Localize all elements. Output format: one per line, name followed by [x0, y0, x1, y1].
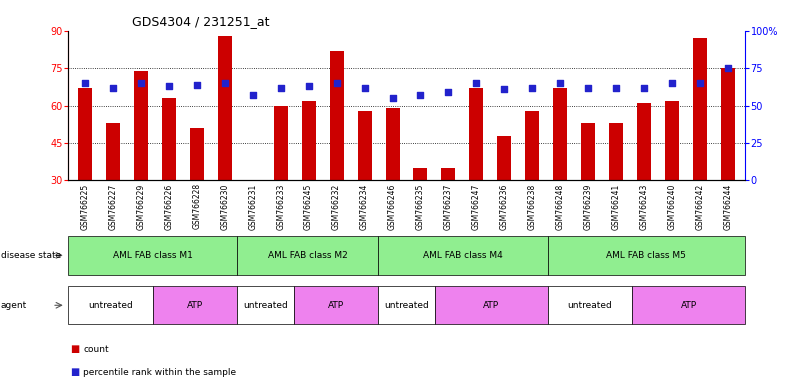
- Bar: [441, 168, 456, 255]
- Text: AML FAB class M5: AML FAB class M5: [606, 251, 686, 260]
- Point: [442, 89, 455, 95]
- Bar: [302, 101, 316, 255]
- Point: [330, 80, 343, 86]
- Bar: [162, 98, 175, 255]
- Text: ■: ■: [70, 344, 80, 354]
- Point: [638, 84, 650, 91]
- Text: ATP: ATP: [681, 301, 697, 310]
- Point: [526, 84, 539, 91]
- Text: untreated: untreated: [384, 301, 429, 310]
- Point: [219, 80, 231, 86]
- Text: ATP: ATP: [483, 301, 499, 310]
- Point: [610, 84, 622, 91]
- Bar: [582, 123, 595, 255]
- Point: [246, 92, 259, 98]
- Point: [554, 80, 567, 86]
- Point: [386, 95, 399, 101]
- Bar: [106, 123, 120, 255]
- Point: [666, 80, 678, 86]
- Bar: [469, 88, 484, 255]
- Text: AML FAB class M1: AML FAB class M1: [113, 251, 192, 260]
- Bar: [525, 111, 539, 255]
- Text: untreated: untreated: [567, 301, 612, 310]
- Bar: [665, 101, 679, 255]
- Bar: [190, 128, 203, 255]
- Text: disease state: disease state: [1, 251, 61, 260]
- Bar: [274, 106, 288, 255]
- Bar: [553, 88, 567, 255]
- Bar: [497, 136, 511, 255]
- Bar: [638, 103, 651, 255]
- Bar: [134, 71, 148, 255]
- Text: AML FAB class M2: AML FAB class M2: [268, 251, 348, 260]
- Text: percentile rank within the sample: percentile rank within the sample: [83, 368, 236, 377]
- Point: [694, 80, 706, 86]
- Bar: [246, 180, 260, 255]
- Point: [135, 80, 147, 86]
- Bar: [218, 36, 231, 255]
- Point: [414, 92, 427, 98]
- Text: ATP: ATP: [187, 301, 203, 310]
- Text: ■: ■: [70, 367, 80, 377]
- Text: ATP: ATP: [328, 301, 344, 310]
- Bar: [385, 108, 400, 255]
- Bar: [357, 111, 372, 255]
- Bar: [693, 38, 707, 255]
- Point: [498, 86, 511, 92]
- Text: GDS4304 / 231251_at: GDS4304 / 231251_at: [132, 15, 270, 28]
- Point: [722, 65, 735, 71]
- Text: untreated: untreated: [88, 301, 133, 310]
- Point: [470, 80, 483, 86]
- Point: [358, 84, 371, 91]
- Text: untreated: untreated: [244, 301, 288, 310]
- Point: [582, 84, 594, 91]
- Text: AML FAB class M4: AML FAB class M4: [423, 251, 503, 260]
- Point: [302, 83, 315, 89]
- Text: agent: agent: [1, 301, 27, 310]
- Point: [107, 84, 119, 91]
- Point: [274, 84, 287, 91]
- Text: count: count: [83, 345, 109, 354]
- Bar: [610, 123, 623, 255]
- Bar: [721, 68, 735, 255]
- Point: [163, 83, 175, 89]
- Point: [78, 80, 91, 86]
- Bar: [78, 88, 92, 255]
- Bar: [413, 168, 428, 255]
- Point: [191, 81, 203, 88]
- Bar: [329, 51, 344, 255]
